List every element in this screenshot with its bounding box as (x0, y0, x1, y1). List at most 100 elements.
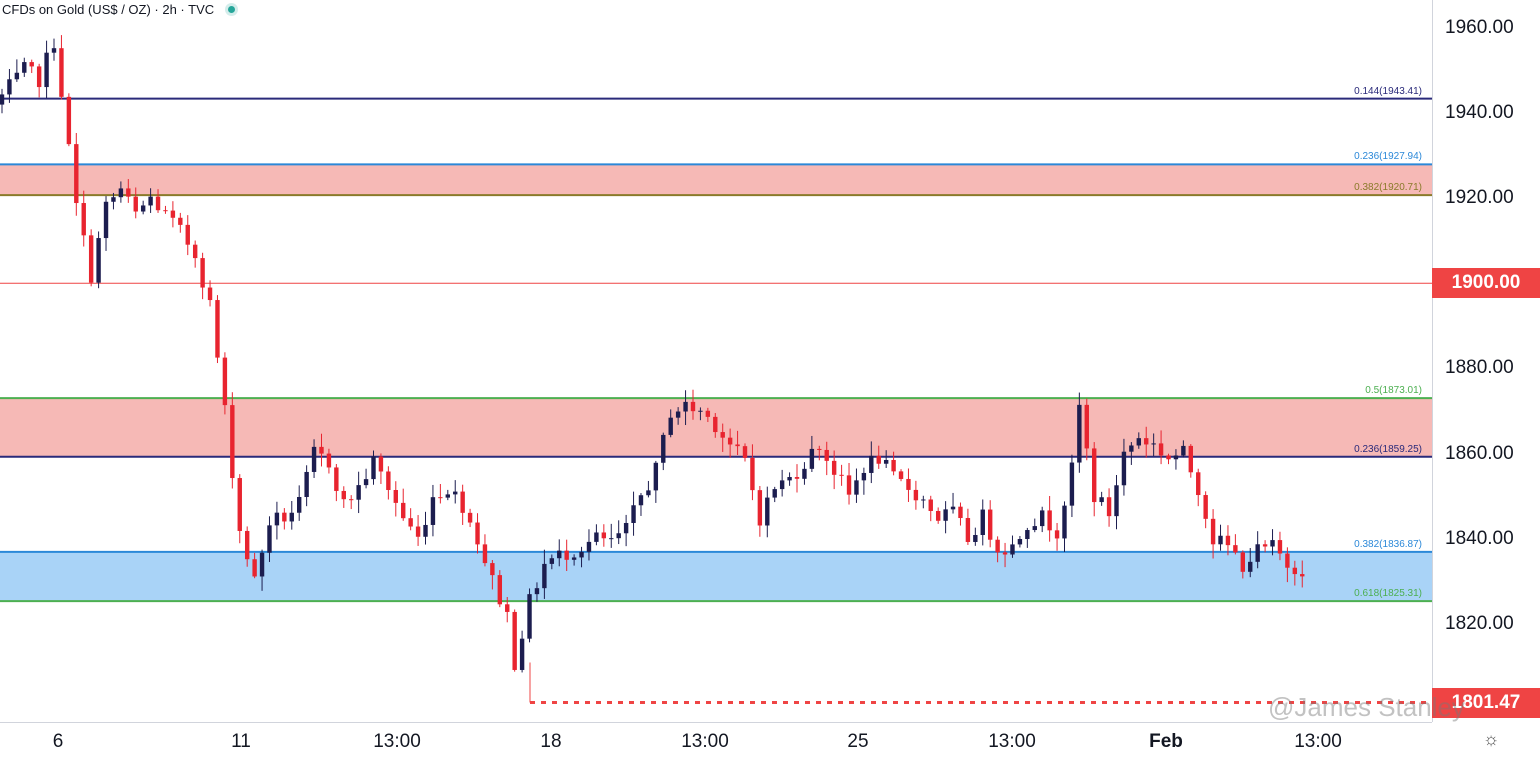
candle-body (103, 201, 109, 239)
chart-title: CFDs on Gold (US$ / OZ) · 2h · TVC (2, 2, 215, 17)
candle-body (14, 72, 20, 80)
candle-body (1121, 451, 1127, 486)
candle-body (913, 489, 919, 501)
candle-body (490, 563, 495, 576)
price-badge: 1900.00 (1432, 268, 1540, 299)
candle-body (1292, 567, 1298, 575)
time-axis[interactable]: 6 11 13:00 18 13:00 25 13:00 Feb 13:00 (0, 722, 1432, 784)
candle-body (1233, 545, 1238, 553)
candle-body (1255, 544, 1260, 562)
candle-body (445, 494, 450, 498)
candle-body (579, 551, 584, 558)
candle-body (1010, 544, 1015, 555)
candle-body (460, 491, 465, 513)
candle-body (215, 300, 220, 358)
candle-body (326, 453, 332, 468)
candle-body (88, 235, 94, 283)
candle-body (1196, 472, 1201, 496)
candle-body (817, 448, 822, 450)
candle-body (297, 497, 302, 513)
time-tick-label: 18 (540, 731, 562, 752)
candle-body (965, 518, 971, 542)
candle-body (126, 188, 131, 197)
candle-body (1136, 438, 1141, 446)
candle-body (883, 459, 889, 464)
candle-body (185, 224, 190, 245)
candle-body (192, 244, 198, 259)
candle-body (571, 557, 577, 560)
candle-body (646, 490, 651, 496)
candle-body (950, 506, 956, 510)
candle-body (505, 604, 510, 612)
price-badge: 1801.47 (1432, 687, 1540, 718)
candle-body (713, 416, 718, 433)
candle-body (170, 210, 176, 218)
candle-body (898, 471, 904, 479)
candle-body (921, 499, 926, 501)
candle-body (1262, 544, 1268, 547)
price-axis[interactable]: 1960.00 1940.00 1920.00 1880.00 1860.00 1840.… (1432, 0, 1540, 722)
candle-body (675, 411, 681, 418)
settings-icon[interactable]: ☼ (1482, 728, 1500, 749)
candle-body (200, 258, 205, 288)
candle-body (178, 217, 183, 225)
candle-body (438, 497, 443, 499)
candle-body (557, 550, 562, 559)
watermark-text: @James Stanley (1268, 692, 1465, 722)
candle-body (1203, 495, 1208, 519)
candle-body (772, 489, 777, 498)
candle-body (631, 505, 636, 523)
candle-body (51, 48, 57, 53)
candle-body (1129, 445, 1134, 452)
candle-body (1092, 448, 1097, 503)
candle-body (1069, 462, 1075, 506)
candle-body (36, 66, 42, 88)
candle-body (787, 477, 792, 481)
candle-body (601, 532, 607, 539)
candle-body (891, 459, 896, 472)
time-tick-label: 25 (847, 731, 869, 752)
candle-body (1099, 497, 1104, 503)
candlestick-chart[interactable] (0, 0, 1432, 722)
candle-body (59, 48, 64, 97)
candle-body (96, 238, 101, 283)
candle-body (386, 471, 391, 491)
candle-body (534, 588, 540, 595)
candle-body (1084, 404, 1089, 449)
candle-body (1218, 535, 1223, 545)
candle-body (609, 538, 614, 540)
candle-body (519, 638, 525, 670)
price-tick-label: 1960.00 (1445, 17, 1514, 38)
candle-body (467, 512, 473, 523)
candle-body (1032, 526, 1037, 531)
candle-body (349, 499, 354, 501)
candle-body (698, 410, 703, 412)
candle-body (1225, 535, 1231, 546)
time-tick-label: 6 (52, 731, 64, 752)
candle-body (453, 491, 458, 495)
candle-body (653, 462, 659, 491)
candle-body (869, 455, 874, 473)
candle-body (148, 196, 153, 206)
candle-body (7, 79, 12, 95)
candle-body (1114, 485, 1119, 517)
candle-body (274, 512, 280, 526)
candle-body (267, 525, 272, 553)
candle-body (668, 417, 673, 435)
candle-body (304, 471, 309, 498)
candle-body (987, 509, 993, 540)
candle-body (727, 437, 733, 445)
candle-body (482, 544, 488, 564)
zone-band-0 (0, 164, 1432, 196)
candle-body (742, 446, 748, 458)
candle-body (831, 460, 837, 475)
candle-body (958, 506, 963, 519)
candle-body (1240, 552, 1246, 572)
chart-area[interactable] (0, 0, 1432, 722)
candle-body (995, 539, 1000, 553)
candle-body (616, 533, 621, 539)
candle-body (1300, 574, 1305, 577)
candle-body (1077, 404, 1082, 463)
fib-label: 0.236(1859.25) (1354, 443, 1422, 455)
candle-body (973, 534, 978, 542)
